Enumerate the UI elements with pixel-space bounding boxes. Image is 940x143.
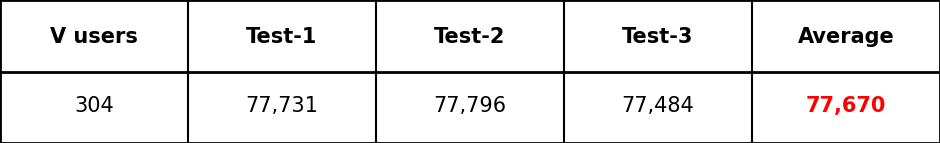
Text: V users: V users xyxy=(50,27,138,47)
Text: Average: Average xyxy=(798,27,894,47)
Text: Test-1: Test-1 xyxy=(246,27,318,47)
Text: 304: 304 xyxy=(74,96,114,116)
Text: 77,731: 77,731 xyxy=(245,96,319,116)
Text: 77,796: 77,796 xyxy=(433,96,507,116)
Text: 77,670: 77,670 xyxy=(806,96,886,116)
Text: 77,484: 77,484 xyxy=(621,96,695,116)
Text: Test-3: Test-3 xyxy=(622,27,694,47)
Text: Test-2: Test-2 xyxy=(434,27,506,47)
